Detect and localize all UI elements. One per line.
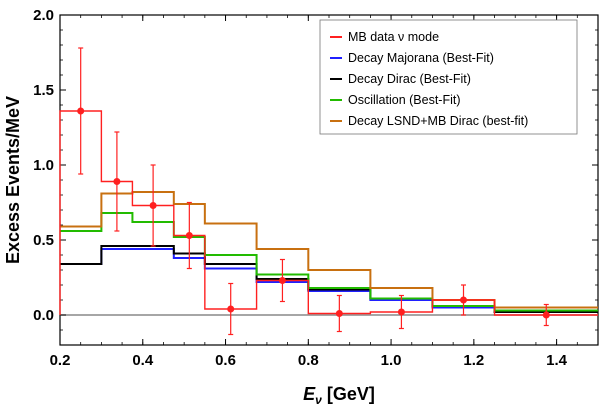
x-tick-label: 1.4 <box>546 352 568 369</box>
y-axis-title: Excess Events/MeV <box>3 96 23 264</box>
data-point <box>460 296 467 304</box>
series-line-3 <box>60 212 598 312</box>
legend-label: Decay LSND+MB Dirac (best-fit) <box>348 114 528 128</box>
x-axis-unit: [GeV] <box>322 384 375 404</box>
legend-label: Oscillation (Best-Fit) <box>348 93 461 107</box>
y-tick-label: 0.0 <box>33 307 54 324</box>
data-point <box>185 232 193 239</box>
data-point <box>335 310 343 317</box>
y-tick-label: 1.5 <box>33 82 54 99</box>
y-tick-label: 1.0 <box>33 157 54 174</box>
x-tick-label: 0.4 <box>132 352 154 369</box>
data-point <box>149 202 157 209</box>
legend: MB data ν mode Decay Majorana (Best-Fit) D… <box>319 19 578 135</box>
series-line-2 <box>60 245 598 313</box>
x-tick-label: 0.8 <box>298 352 319 369</box>
data-point <box>113 178 121 185</box>
x-tick-label: 1.0 <box>381 352 402 369</box>
legend-label: MB data ν mode <box>348 30 439 44</box>
legend-label: Decay Majorana (Best-Fit) <box>348 51 494 65</box>
y-tick-label: 0.5 <box>33 232 54 249</box>
data-point <box>397 308 405 316</box>
series-group <box>59 47 598 336</box>
x-tick-label: 0.2 <box>50 352 71 369</box>
legend-box <box>319 19 578 135</box>
x-tick-label: 0.6 <box>215 352 236 369</box>
x-axis-subscript: ν <box>315 393 322 405</box>
data-point <box>542 311 550 319</box>
data-histogram <box>59 110 598 316</box>
legend-label: Decay Dirac (Best-Fit) <box>348 72 471 86</box>
x-axis-symbol: E <box>303 384 316 404</box>
data-point <box>77 107 85 115</box>
x-tick-label: 1.2 <box>463 352 484 369</box>
series-line-1 <box>60 248 598 313</box>
y-tick-label: 2.0 <box>33 7 54 24</box>
data-point <box>278 277 286 284</box>
data-point <box>227 305 235 313</box>
x-axis-title: Eν [GeV] <box>303 384 375 405</box>
